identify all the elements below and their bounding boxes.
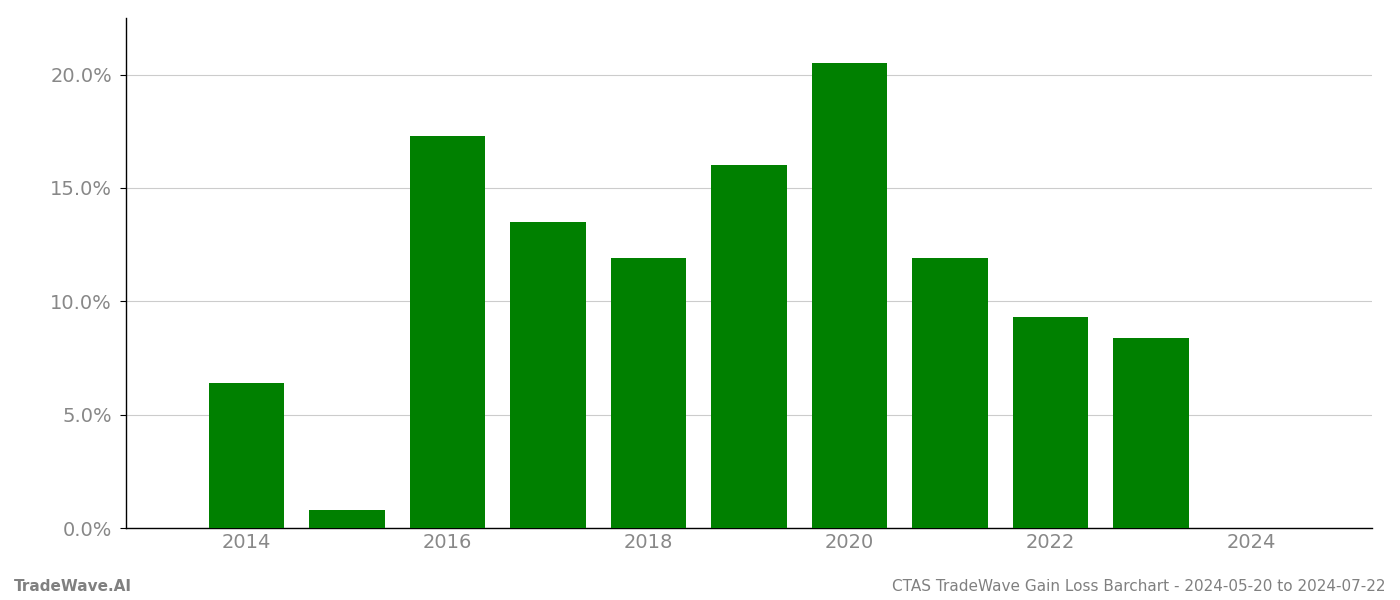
Text: CTAS TradeWave Gain Loss Barchart - 2024-05-20 to 2024-07-22: CTAS TradeWave Gain Loss Barchart - 2024… — [893, 579, 1386, 594]
Bar — [812, 64, 888, 528]
Bar — [610, 258, 686, 528]
Bar — [913, 258, 987, 528]
Bar — [711, 166, 787, 528]
Bar — [410, 136, 486, 528]
Bar — [309, 510, 385, 528]
Text: TradeWave.AI: TradeWave.AI — [14, 579, 132, 594]
Bar — [511, 222, 585, 528]
Bar — [1012, 317, 1088, 528]
Bar — [209, 383, 284, 528]
Bar — [1113, 338, 1189, 528]
